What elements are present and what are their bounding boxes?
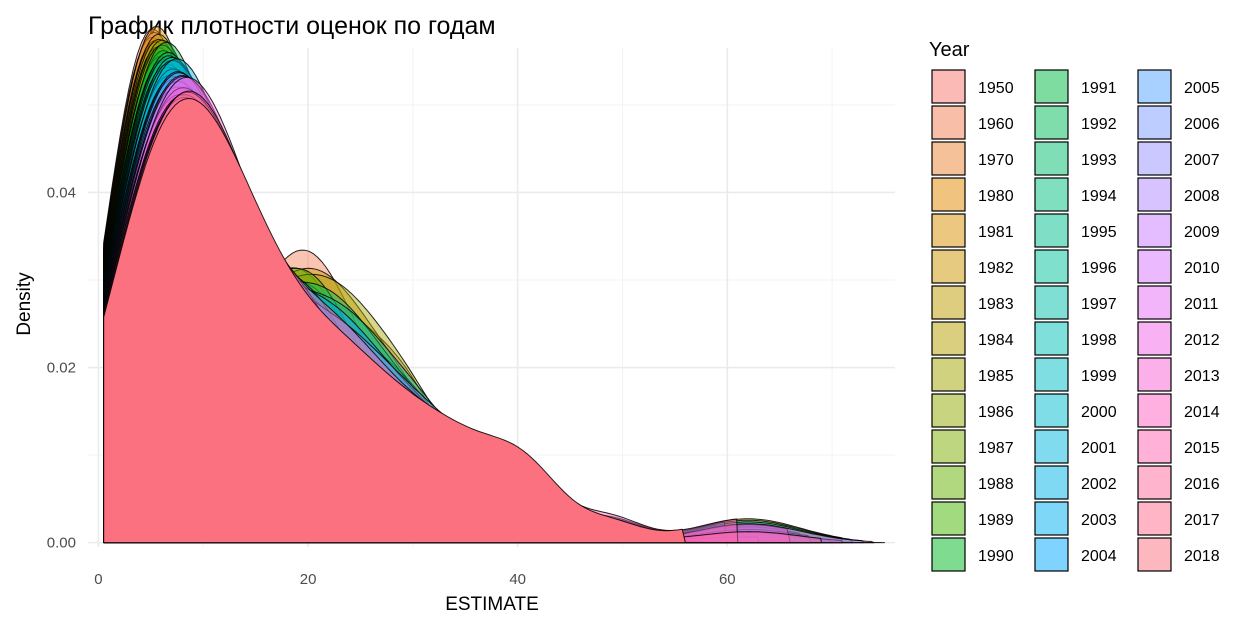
legend-title: Year <box>929 39 970 61</box>
legend-label: 1982 <box>978 260 1014 277</box>
y-tick-label: 0.04 <box>47 184 76 201</box>
legend-key <box>931 537 966 572</box>
legend-key <box>1034 249 1069 284</box>
axis-ticks: 0 20 40 60 0.00 0.02 0.04 <box>47 184 736 588</box>
legend-label: 1983 <box>978 296 1014 313</box>
legend-key <box>1137 69 1172 104</box>
legend: 1950 1960 1970 1980 1981 1982 1983 1984 1985 1986… <box>931 69 1220 572</box>
legend-key <box>1034 141 1069 176</box>
legend-key <box>1137 285 1172 320</box>
legend-label: 1970 <box>978 152 1014 169</box>
legend-key <box>1034 537 1069 572</box>
legend-key <box>1034 177 1069 212</box>
legend-label: 1996 <box>1081 260 1117 277</box>
legend-label: 2018 <box>1184 548 1220 565</box>
legend-key <box>1137 357 1172 392</box>
legend-label: 1950 <box>978 80 1014 97</box>
legend-key <box>931 141 966 176</box>
legend-label: 1995 <box>1081 224 1117 241</box>
legend-key <box>1137 141 1172 176</box>
legend-key <box>1034 501 1069 536</box>
legend-key <box>1137 465 1172 500</box>
x-tick-label: 40 <box>509 571 526 588</box>
legend-key <box>1137 249 1172 284</box>
legend-key <box>931 285 966 320</box>
legend-key <box>931 429 966 464</box>
legend-label: 1988 <box>978 476 1014 493</box>
legend-label: 1999 <box>1081 368 1117 385</box>
legend-key <box>1034 105 1069 140</box>
legend-label: 1986 <box>978 404 1014 421</box>
legend-key <box>1034 321 1069 356</box>
x-tick-label: 60 <box>719 571 736 588</box>
legend-key <box>1034 357 1069 392</box>
y-axis-title: Density <box>14 272 35 336</box>
legend-key <box>1034 393 1069 428</box>
legend-label: 2012 <box>1184 332 1220 349</box>
legend-label: 2016 <box>1184 476 1220 493</box>
density-areas <box>103 26 885 544</box>
legend-label: 2010 <box>1184 260 1220 277</box>
legend-label: 1993 <box>1081 152 1117 169</box>
legend-key <box>1034 285 1069 320</box>
legend-label: 1981 <box>978 224 1014 241</box>
legend-label: 1990 <box>978 548 1014 565</box>
legend-label: 1980 <box>978 188 1014 205</box>
legend-key <box>1137 213 1172 248</box>
legend-key <box>931 501 966 536</box>
legend-label: 1960 <box>978 116 1014 133</box>
legend-label: 2015 <box>1184 440 1220 457</box>
legend-label: 2001 <box>1081 440 1117 457</box>
legend-label: 2004 <box>1081 548 1117 565</box>
legend-label: 1985 <box>978 368 1014 385</box>
legend-key <box>1034 465 1069 500</box>
legend-label: 2017 <box>1184 512 1220 529</box>
legend-label: 1987 <box>978 440 1014 457</box>
legend-label: 2006 <box>1184 116 1220 133</box>
legend-label: 2009 <box>1184 224 1220 241</box>
legend-key <box>1137 537 1172 572</box>
legend-key <box>931 105 966 140</box>
legend-label: 1994 <box>1081 188 1117 205</box>
legend-key <box>931 393 966 428</box>
legend-key <box>931 465 966 500</box>
legend-key <box>1034 213 1069 248</box>
legend-key <box>1034 69 1069 104</box>
density-area-2018 <box>103 98 686 544</box>
legend-label: 1989 <box>978 512 1014 529</box>
legend-key <box>931 321 966 356</box>
legend-label: 1998 <box>1081 332 1117 349</box>
legend-key <box>931 357 966 392</box>
legend-label: 2007 <box>1184 152 1220 169</box>
y-tick-label: 0.00 <box>47 535 76 552</box>
legend-key <box>1137 105 1172 140</box>
legend-label: 2014 <box>1184 404 1220 421</box>
legend-label: 1992 <box>1081 116 1117 133</box>
x-axis-title: ESTIMATE <box>445 594 539 615</box>
y-tick-label: 0.02 <box>47 360 76 377</box>
legend-label: 2008 <box>1184 188 1220 205</box>
legend-key <box>931 213 966 248</box>
legend-key <box>1137 501 1172 536</box>
legend-label: 1991 <box>1081 80 1117 97</box>
legend-key <box>931 69 966 104</box>
x-tick-label: 0 <box>94 571 102 588</box>
legend-key <box>1137 429 1172 464</box>
legend-label: 2011 <box>1184 296 1219 313</box>
legend-label: 1984 <box>978 332 1014 349</box>
legend-key <box>1137 393 1172 428</box>
legend-label: 1997 <box>1081 296 1117 313</box>
legend-label: 2003 <box>1081 512 1117 529</box>
legend-key <box>931 249 966 284</box>
legend-key <box>1137 177 1172 212</box>
legend-label: 2013 <box>1184 368 1220 385</box>
legend-key <box>1034 429 1069 464</box>
legend-key <box>1137 321 1172 356</box>
legend-label: 2002 <box>1081 476 1117 493</box>
legend-label: 2005 <box>1184 80 1220 97</box>
x-tick-label: 20 <box>300 571 317 588</box>
legend-key <box>931 177 966 212</box>
legend-label: 2000 <box>1081 404 1117 421</box>
